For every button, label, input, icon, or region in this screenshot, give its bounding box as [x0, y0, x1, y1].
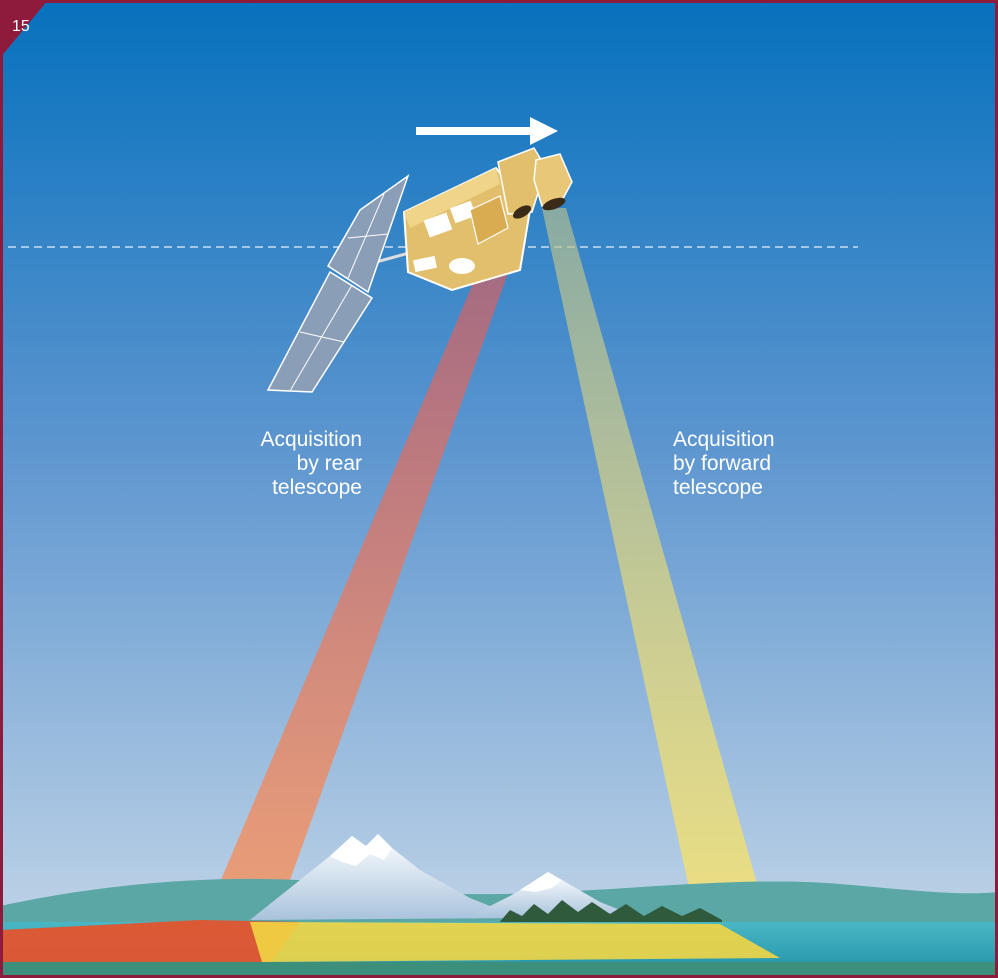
figure-number-tab [0, 0, 48, 58]
forward-telescope-label: Acquisition by forward telescope [673, 428, 775, 500]
solar-panel [326, 174, 410, 294]
forward-telescope-beam [542, 208, 778, 958]
arrow-right-icon [416, 117, 558, 145]
solar-panel-lower [266, 270, 374, 393]
satellite-icon [266, 147, 573, 393]
overlap-ground-strip [250, 922, 780, 962]
forward-label-line-1: Acquisition [673, 428, 775, 451]
rear-label-line-2: by rear [296, 452, 362, 475]
rear-label-line-3: telescope [272, 476, 362, 499]
rear-label-line-1: Acquisition [260, 428, 362, 451]
forward-label-line-3: telescope [673, 476, 763, 499]
foreground-shore [0, 962, 998, 978]
forward-label-line-2: by forward [673, 452, 772, 475]
rear-telescope-beam [188, 262, 512, 958]
rear-telescope-label: Acquisition by rear telescope [260, 428, 362, 500]
figure-number: 15 [12, 18, 30, 35]
rear-ground-footprint [0, 920, 300, 966]
